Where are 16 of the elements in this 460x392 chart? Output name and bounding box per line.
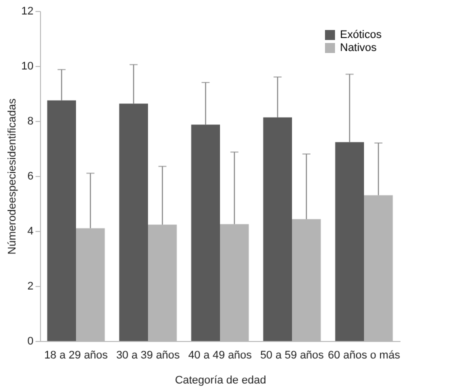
y-tick-label: 4: [27, 226, 34, 238]
legend-label: Exóticos: [340, 29, 382, 41]
x-tick-label: 18 a 29 años: [44, 350, 108, 362]
y-axis-title: Númerodeespeciesidentificadas: [6, 98, 18, 254]
y-tick-label: 0: [27, 336, 34, 348]
x-tick-label: 40 a 49 años: [188, 350, 252, 362]
x-tick-label: 30 a 39 años: [116, 350, 180, 362]
x-tick-label: 60 años o más: [328, 350, 401, 362]
x-axis-title: Categoría de edad: [174, 374, 266, 386]
y-tick-label: 8: [27, 116, 34, 128]
y-tick-label: 12: [21, 6, 34, 18]
legend-label: Nativos: [340, 42, 378, 54]
y-tick-label: 2: [27, 280, 34, 292]
x-tick-label: 50 a 59 años: [260, 350, 324, 362]
y-tick-label: 10: [21, 60, 34, 72]
y-tick-label: 6: [27, 170, 34, 182]
